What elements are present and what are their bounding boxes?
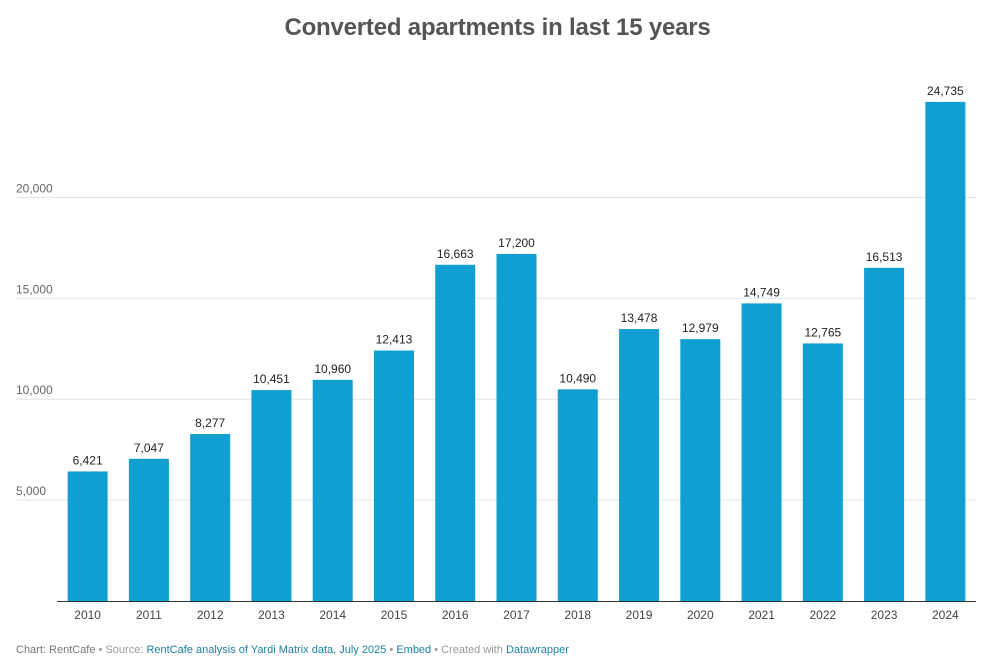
bar-value-label: 14,749: [743, 285, 780, 299]
bar-value-label: 8,277: [195, 416, 225, 430]
bar-2012[interactable]: [190, 433, 231, 601]
bar-2017[interactable]: [496, 253, 537, 601]
bar-value-label: 12,413: [376, 333, 413, 347]
x-tick-label: 2012: [197, 608, 224, 622]
bar-value-label: 7,047: [134, 441, 164, 455]
chart-footer: Chart: RentCafe • Source: RentCafe analy…: [16, 644, 569, 656]
x-tick-label: 2021: [748, 608, 775, 622]
bar-2016[interactable]: [435, 264, 476, 601]
bar-2019[interactable]: [619, 329, 660, 601]
bar-2013[interactable]: [251, 390, 292, 601]
bar-2024[interactable]: [925, 101, 966, 602]
x-tick-label: 2019: [626, 608, 653, 622]
bar-2011[interactable]: [128, 458, 169, 601]
x-tick-label: 2011: [136, 608, 162, 622]
source-link[interactable]: RentCafe analysis of Yardi Matrix data, …: [146, 644, 387, 656]
bar-value-label: 16,513: [866, 250, 903, 264]
x-tick-label: 2024: [932, 608, 959, 622]
x-tick-label: 2010: [74, 608, 101, 622]
bar-2014[interactable]: [312, 379, 353, 601]
x-tick-label: 2014: [319, 608, 346, 622]
datawrapper-link[interactable]: Datawrapper: [505, 644, 569, 656]
bar-2021[interactable]: [741, 303, 782, 601]
chart-credit: Chart: RentCafe: [16, 644, 96, 656]
x-tick-label: 2018: [564, 608, 591, 622]
chart-title: Converted apartments in last 15 years: [284, 14, 711, 41]
bar-value-labels: 6,421 7,047 8,277 10,451 10,960 12,413 16,663 1…: [73, 84, 964, 468]
bar-value-label: 24,735: [927, 84, 964, 98]
bar-value-label: 10,960: [314, 362, 351, 376]
bar-2018[interactable]: [557, 389, 598, 601]
embed-separator: •: [389, 644, 394, 656]
y-tick-label: 10,000: [16, 383, 53, 397]
bar-2020[interactable]: [680, 339, 721, 601]
x-tick-label: 2013: [258, 608, 285, 622]
bar-2022[interactable]: [802, 343, 843, 601]
bar-value-label: 12,979: [682, 321, 719, 335]
y-axis-ticks: 5,000 10,000 15,000 20,000: [16, 181, 53, 498]
bars: [67, 101, 966, 602]
x-tick-label: 2016: [442, 608, 469, 622]
created-prefix: • Created with: [434, 644, 503, 656]
y-tick-label: 20,000: [16, 181, 53, 195]
bar-chart: 5,000 10,000 15,000 20,000 6,421 7,047 8,277 1…: [16, 84, 976, 622]
bar-value-label: 17,200: [498, 236, 535, 250]
x-tick-label: 2020: [687, 608, 714, 622]
y-tick-label: 15,000: [16, 282, 53, 296]
y-tick-label: 5,000: [16, 484, 46, 498]
source-prefix: • Source:: [98, 644, 144, 656]
bar-value-label: 10,490: [559, 371, 596, 385]
x-tick-label: 2017: [503, 608, 530, 622]
bar-value-label: 12,765: [804, 325, 841, 339]
bar-2023[interactable]: [864, 267, 905, 601]
bar-2015[interactable]: [373, 350, 414, 601]
bar-value-label: 10,451: [253, 372, 290, 386]
bar-value-label: 6,421: [73, 453, 103, 467]
bar-2010[interactable]: [67, 471, 108, 601]
embed-link[interactable]: Embed: [396, 644, 432, 656]
x-tick-label: 2015: [381, 608, 408, 622]
bar-value-label: 16,663: [437, 247, 474, 261]
bar-value-label: 13,478: [621, 311, 658, 325]
x-tick-label: 2022: [809, 608, 836, 622]
x-axis-ticks: 2010 2011 2012 2013 2014 2015 2016 2017 2018 2019…: [74, 608, 959, 622]
x-tick-label: 2023: [871, 608, 898, 622]
